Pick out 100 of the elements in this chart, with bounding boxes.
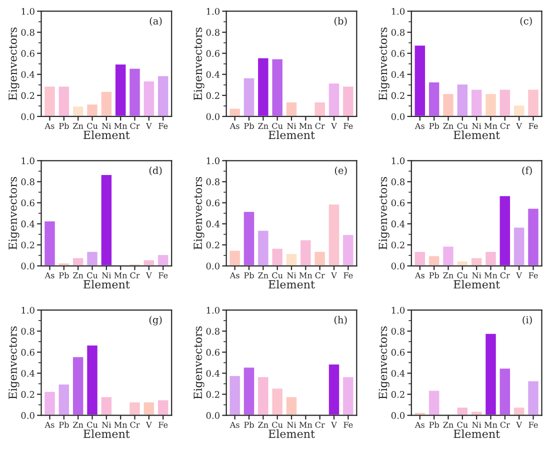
y-tick-label: 0.2 <box>21 242 34 248</box>
x-tick-label: As <box>414 422 424 428</box>
y-tick-label: 0.8 <box>21 178 34 186</box>
y-tick-label: 0.4 <box>206 71 220 78</box>
x-tick-label: Cr <box>500 422 510 428</box>
x-tick-label: Fe <box>158 422 168 428</box>
x-tick-label: As <box>44 122 54 129</box>
annotation: (b) <box>334 17 347 26</box>
x-tick-label: Pb <box>429 422 439 428</box>
x-tick-label: Ni <box>287 122 296 129</box>
x-axis-title: Element <box>268 130 315 140</box>
y-tick-label: 0.4 <box>206 220 220 228</box>
x-tick-label: Cr <box>130 272 140 278</box>
x-tick-label: Cr <box>315 122 325 129</box>
y-tick-label: 0.2 <box>206 242 220 248</box>
y-tick-label: 0.0 <box>206 412 220 419</box>
x-tick-label: Fe <box>344 122 353 129</box>
annotation: (e) <box>334 166 347 176</box>
x-tick-label: V <box>331 272 338 278</box>
x-tick-label: Cu <box>457 122 468 129</box>
x-tick-label: Mn <box>299 122 312 129</box>
x-tick-label: Mn <box>114 422 128 428</box>
x-tick-label: Pb <box>244 272 254 278</box>
annotation: (h) <box>334 316 347 325</box>
y-tick-label: 1.0 <box>392 157 405 164</box>
x-axis-title: Element <box>268 280 315 289</box>
y-tick-label: 1.0 <box>22 306 34 314</box>
x-tick-label: Mn <box>299 422 312 428</box>
x-tick-label: Cu <box>87 272 98 278</box>
x-axis-title: Element <box>84 280 130 289</box>
y-tick-label: 0.2 <box>206 391 220 398</box>
y-tick-label: 0.6 <box>206 348 220 356</box>
annotation: (a) <box>150 17 162 26</box>
x-tick-label: Zn <box>73 122 84 129</box>
x-axis-title: Element <box>268 429 315 438</box>
x-tick-label: Pb <box>429 272 439 278</box>
y-tick-label: 0.0 <box>21 113 34 120</box>
y-axis-title: Eigenvectors <box>194 326 204 399</box>
y-tick-label: 1.0 <box>22 8 34 15</box>
x-tick-label: Fe <box>158 272 168 278</box>
x-axis-title: Element <box>454 130 500 140</box>
y-tick-label: 0.4 <box>391 370 405 377</box>
x-tick-label: V <box>146 122 152 129</box>
x-tick-label: V <box>516 422 522 428</box>
x-tick-label: Zn <box>443 122 454 129</box>
y-tick-label: 0.8 <box>391 29 405 36</box>
x-tick-label: V <box>516 122 522 129</box>
y-tick-label: 0.6 <box>391 50 405 57</box>
x-tick-label: Ni <box>472 422 482 428</box>
y-tick-label: 1.0 <box>206 306 220 314</box>
annotation: (c) <box>520 17 532 26</box>
annotation: (d) <box>149 166 162 176</box>
x-tick-label: As <box>44 272 54 278</box>
x-tick-label: Mn <box>114 122 128 129</box>
x-tick-label: Ni <box>472 272 482 278</box>
y-tick-label: 0.0 <box>206 262 220 270</box>
x-axis-title: Element <box>454 429 500 438</box>
x-tick-label: Cu <box>457 422 468 428</box>
y-tick-label: 0.2 <box>391 391 404 398</box>
y-tick-label: 0.4 <box>391 71 405 78</box>
x-tick-label: Cu <box>272 422 283 428</box>
x-tick-label: Cu <box>87 122 98 129</box>
y-tick-label: 0.0 <box>391 113 405 120</box>
y-tick-label: 0.8 <box>391 328 405 335</box>
x-tick-label: V <box>146 422 152 428</box>
x-tick-label: Cr <box>500 122 510 129</box>
y-axis-title: Eigenvectors <box>194 176 204 250</box>
annotation: (i) <box>522 316 532 325</box>
x-tick-label: V <box>516 272 522 278</box>
x-tick-label: Ni <box>287 272 296 278</box>
annotation: (g) <box>149 316 162 326</box>
y-tick-label: 0.8 <box>391 178 405 186</box>
y-tick-label: 1.0 <box>392 8 405 15</box>
x-tick-label: Pb <box>429 122 439 129</box>
x-tick-label: Cu <box>272 272 283 278</box>
y-axis-title: Eigenvectors <box>378 176 390 250</box>
x-axis-title: Element <box>84 130 130 140</box>
y-axis-title: Eigenvectors <box>378 326 390 399</box>
x-tick-label: Fe <box>528 272 538 278</box>
x-tick-label: Mn <box>484 422 498 428</box>
x-tick-label: Cr <box>315 272 325 278</box>
y-axis-title: Eigenvectors <box>194 28 204 100</box>
x-axis-title: Element <box>454 280 500 289</box>
x-tick-label: Mn <box>484 122 498 129</box>
y-tick-label: 0.0 <box>21 262 34 270</box>
x-tick-label: Pb <box>59 122 69 129</box>
y-tick-label: 0.0 <box>21 412 34 419</box>
x-tick-label: Pb <box>59 272 69 278</box>
x-tick-label: Cu <box>87 422 98 428</box>
y-tick-label: 0.4 <box>206 370 220 377</box>
y-tick-label: 0.6 <box>21 199 34 206</box>
x-tick-label: Fe <box>344 422 353 428</box>
x-tick-label: Cr <box>500 272 510 278</box>
x-tick-label: Cr <box>130 122 140 129</box>
x-tick-label: Ni <box>287 422 296 428</box>
x-tick-label: Cr <box>315 422 325 428</box>
x-tick-label: Zn <box>258 272 268 278</box>
x-tick-label: V <box>331 122 338 129</box>
annotation: (f) <box>522 166 532 176</box>
y-tick-label: 0.4 <box>21 220 35 228</box>
